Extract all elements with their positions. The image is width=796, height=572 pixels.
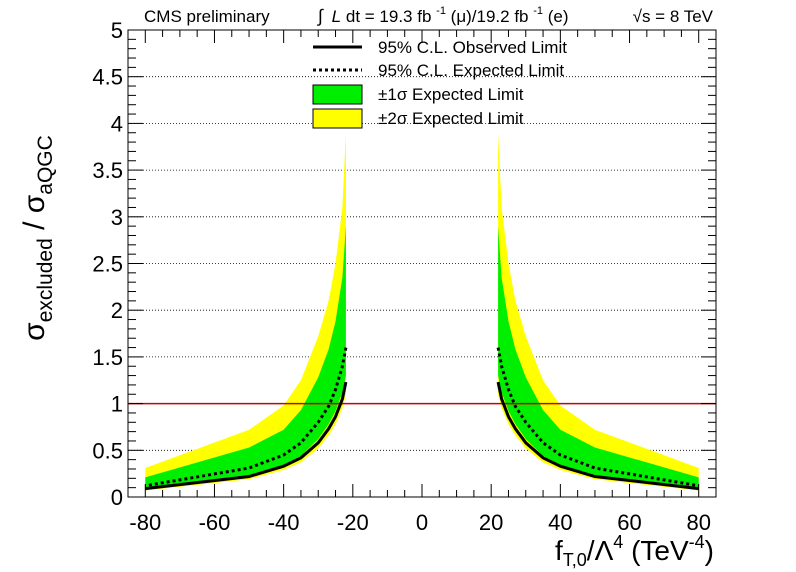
lumi-dt: dt = 19.3 fb bbox=[346, 7, 432, 26]
x-tick-label-7: 60 bbox=[617, 510, 641, 535]
y-tick-label-9: 4.5 bbox=[92, 65, 123, 90]
y-tick-label-8: 4 bbox=[111, 111, 123, 136]
experiment-label: CMS preliminary bbox=[144, 7, 270, 26]
legend: 95% C.L. Observed Limit 95% C.L. Expecte… bbox=[312, 38, 567, 129]
x-tick-label-5: 20 bbox=[479, 510, 503, 535]
legend-swatch-2sigma bbox=[312, 108, 363, 129]
y-axis-title: σexcluded / σaQGC bbox=[18, 135, 57, 341]
observed-limit-line-left bbox=[145, 381, 348, 491]
grid-lines bbox=[128, 76, 716, 451]
lumi-e: (e) bbox=[548, 7, 569, 26]
energy-label: √s = 8 TeV bbox=[633, 7, 714, 26]
legend-1sigma-symbol: σ bbox=[397, 85, 408, 104]
x-title-sub: T,0 bbox=[563, 550, 587, 570]
expected-limit-line-left bbox=[145, 347, 348, 488]
legend-1sigma-pm: ± bbox=[378, 85, 387, 104]
x-tick-label-2: -40 bbox=[268, 510, 300, 535]
y-tick-labels: 0 0.5 1 1.5 2 2.5 3 3.5 4 4.5 5 bbox=[92, 18, 123, 510]
y-tick-label-4: 2 bbox=[111, 298, 123, 323]
band-2sigma-left bbox=[145, 132, 346, 491]
lumi-mu: (μ)/19.2 fb bbox=[451, 7, 529, 26]
band-1sigma-right bbox=[498, 226, 699, 489]
x-tick-label-0: -80 bbox=[129, 510, 161, 535]
legend-2sigma-symbol: σ bbox=[397, 109, 408, 128]
legend-label-2sigma: ±2σ Expected Limit bbox=[378, 109, 524, 128]
x-title-pow: 4 bbox=[613, 532, 623, 552]
band-1sigma-left bbox=[145, 226, 346, 489]
luminosity-label: ∫ L dt = 19.3 fb -1 (μ)/19.2 fb -1 (e) bbox=[316, 0, 569, 26]
y-tick-label-2: 1 bbox=[111, 392, 123, 417]
observed-limit-line-right bbox=[496, 381, 699, 491]
x-title-unit: (TeV bbox=[623, 535, 689, 566]
y-tick-label-10: 5 bbox=[111, 18, 123, 43]
lumi-L: L bbox=[332, 7, 341, 26]
band-2sigma-right bbox=[498, 132, 699, 491]
y-title-sigma1: σ bbox=[18, 322, 51, 341]
legend-label-expected: 95% C.L. Expected Limit bbox=[378, 61, 564, 80]
y-title-sub1: excluded bbox=[34, 238, 57, 322]
x-tick-labels: -80 -60 -40 -20 0 20 40 60 80 bbox=[129, 510, 711, 535]
x-tick-label-6: 40 bbox=[548, 510, 572, 535]
y-tick-label-1: 0.5 bbox=[92, 438, 123, 463]
legend-2sigma-pm: ± bbox=[378, 109, 387, 128]
legend-label-observed: 95% C.L. Observed Limit bbox=[378, 38, 567, 57]
expected-limit-line-right bbox=[496, 347, 699, 488]
y-title-sub2: aQGC bbox=[34, 135, 57, 195]
lumi-integral: ∫ bbox=[316, 6, 324, 26]
x-title-f: f bbox=[555, 535, 563, 566]
axis-ticks bbox=[127, 29, 717, 498]
y-title-slash: / bbox=[18, 213, 51, 238]
x-title-unit-pow: -4 bbox=[689, 532, 705, 552]
lumi-exp1: -1 bbox=[436, 5, 446, 17]
x-tick-label-3: -20 bbox=[337, 510, 369, 535]
x-tick-label-4: 0 bbox=[416, 510, 428, 535]
x-tick-label-8: 80 bbox=[686, 510, 710, 535]
limit-lines bbox=[128, 347, 716, 491]
bands bbox=[145, 132, 699, 491]
legend-swatch-1sigma bbox=[312, 84, 363, 105]
x-axis-title: fT,0/Λ4 (TeV-4) bbox=[555, 532, 714, 570]
x-tick-label-1: -60 bbox=[199, 510, 231, 535]
legend-1sigma-rest: Expected Limit bbox=[407, 85, 523, 104]
y-tick-label-0: 0 bbox=[111, 485, 123, 510]
legend-label-1sigma: ±1σ Expected Limit bbox=[378, 85, 524, 104]
y-tick-label-6: 3 bbox=[111, 205, 123, 230]
y-tick-label-3: 1.5 bbox=[92, 345, 123, 370]
x-title-lambda: /Λ bbox=[587, 535, 614, 566]
y-tick-label-5: 2.5 bbox=[92, 252, 123, 277]
y-tick-label-7: 3.5 bbox=[92, 158, 123, 183]
legend-2sigma-rest: Expected Limit bbox=[407, 109, 523, 128]
legend-1sigma-num: 1 bbox=[387, 85, 396, 104]
y-title-sigma2: σ bbox=[18, 194, 51, 213]
x-title-close: ) bbox=[705, 535, 714, 566]
legend-2sigma-num: 2 bbox=[387, 109, 396, 128]
lumi-exp2: -1 bbox=[533, 5, 543, 17]
